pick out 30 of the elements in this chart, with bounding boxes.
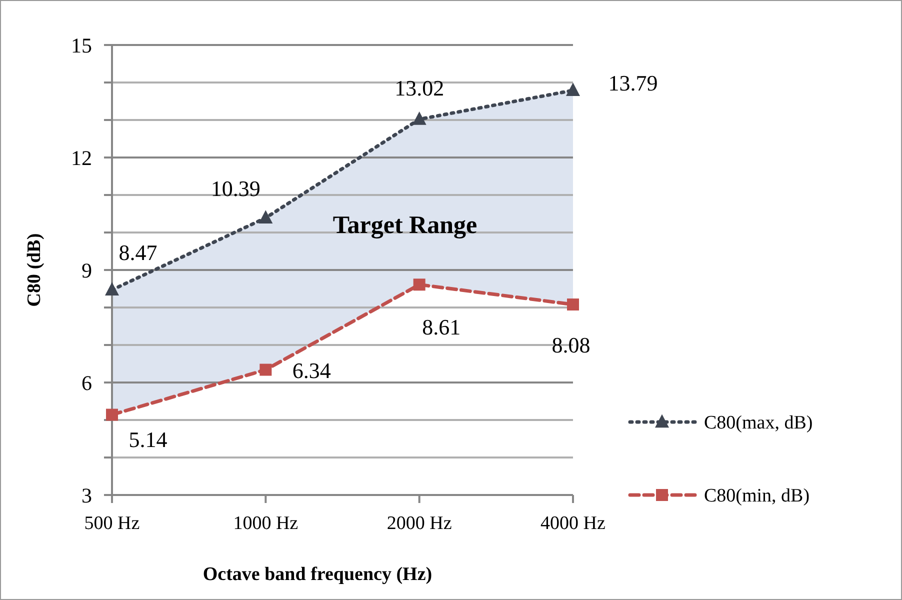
y-tick-label: 6 — [82, 370, 92, 395]
point — [567, 298, 579, 310]
x-tick-label: 2000 Hz — [386, 513, 452, 534]
x-axis-title: Octave band frequency (Hz) — [202, 564, 432, 585]
data-label: 6.34 — [292, 358, 331, 383]
x-tick-label: 1000 Hz — [233, 513, 298, 534]
legend-label: C80(max, dB) — [704, 412, 813, 434]
point — [105, 282, 119, 296]
annotation: Target Range — [332, 212, 478, 239]
point — [260, 364, 272, 376]
point — [566, 82, 580, 96]
point — [412, 112, 426, 125]
y-axis-title: C80 (dB) — [24, 233, 45, 307]
data-label: 10.39 — [210, 176, 260, 201]
x-tick-label: 4000 Hz — [540, 513, 606, 534]
data-label: 8.08 — [552, 332, 590, 358]
y-tick-label: 12 — [71, 146, 92, 170]
point — [106, 408, 118, 421]
data-label: 13.79 — [608, 70, 658, 96]
data-label: 13.02 — [394, 75, 444, 100]
y-tick-label: 3 — [82, 483, 92, 508]
data-label: 8.61 — [422, 314, 461, 340]
point — [413, 278, 426, 291]
y-tick-label: 9 — [82, 258, 92, 282]
data-label: 5.14 — [128, 426, 168, 452]
point — [258, 210, 273, 224]
y-tick-label: 15 — [71, 33, 92, 58]
x-tick-label: 500 Hz — [84, 513, 140, 534]
data-label: 8.47 — [118, 240, 158, 265]
legend-label: C80(min, dB) — [704, 486, 810, 507]
